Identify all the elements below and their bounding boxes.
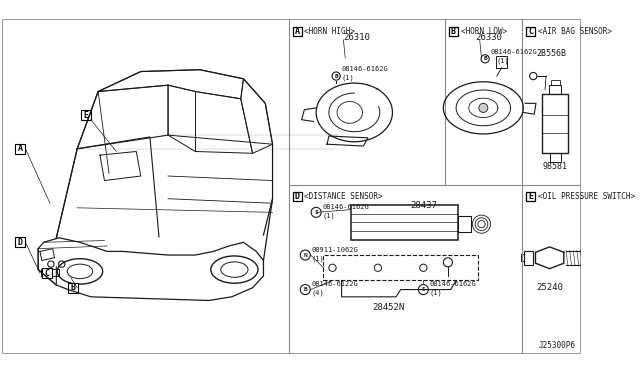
Circle shape xyxy=(311,207,321,217)
Text: D: D xyxy=(294,192,300,201)
Text: B: B xyxy=(303,287,307,292)
Text: 28452N: 28452N xyxy=(372,303,405,312)
Text: (4): (4) xyxy=(312,290,324,296)
Text: <DISTANCE SENSOR>: <DISTANCE SENSOR> xyxy=(305,192,383,201)
Text: J25300P6: J25300P6 xyxy=(539,341,576,350)
Circle shape xyxy=(332,72,340,80)
Text: 26330: 26330 xyxy=(476,32,502,42)
Text: 08146-6162G: 08146-6162G xyxy=(491,48,538,55)
Bar xyxy=(68,283,77,293)
Text: C: C xyxy=(528,27,533,36)
Bar xyxy=(550,153,561,163)
Circle shape xyxy=(300,285,310,295)
Bar xyxy=(15,237,25,247)
Text: C: C xyxy=(45,269,50,278)
Text: B: B xyxy=(451,27,456,36)
Text: 28437: 28437 xyxy=(410,201,436,209)
Text: B: B xyxy=(483,56,487,61)
Text: S: S xyxy=(422,287,425,292)
Circle shape xyxy=(419,285,428,295)
Text: B: B xyxy=(334,74,338,78)
Text: 08146-6162G: 08146-6162G xyxy=(342,66,388,72)
Bar xyxy=(351,205,458,240)
Text: B: B xyxy=(70,283,75,292)
Text: 08146-6122G: 08146-6122G xyxy=(312,281,358,287)
Text: 25240: 25240 xyxy=(536,283,563,292)
Text: 98581: 98581 xyxy=(543,163,568,171)
Text: E: E xyxy=(84,110,89,120)
Bar xyxy=(323,255,478,280)
Bar xyxy=(81,110,92,120)
Text: 08146-6162G: 08146-6162G xyxy=(323,204,369,210)
Bar xyxy=(526,192,535,202)
Text: <OIL PRESSURE SWITCH>: <OIL PRESSURE SWITCH> xyxy=(538,192,635,201)
Text: A: A xyxy=(17,144,22,153)
Circle shape xyxy=(481,55,489,63)
Circle shape xyxy=(300,250,310,260)
Text: (1): (1) xyxy=(496,57,509,64)
Text: (1): (1) xyxy=(312,256,324,262)
Bar xyxy=(548,85,561,94)
Text: (1): (1) xyxy=(323,213,335,219)
Text: N: N xyxy=(303,253,307,257)
Text: A: A xyxy=(294,27,300,36)
Text: D: D xyxy=(17,238,22,247)
Bar xyxy=(449,27,458,36)
Bar xyxy=(292,27,301,36)
Text: 08911-1062G: 08911-1062G xyxy=(312,247,358,253)
Bar xyxy=(41,269,59,276)
Text: S: S xyxy=(314,210,318,215)
Circle shape xyxy=(479,103,488,112)
Text: 26310: 26310 xyxy=(344,32,371,42)
Bar xyxy=(550,80,559,85)
Bar xyxy=(42,268,52,278)
Bar xyxy=(520,254,524,262)
Bar xyxy=(458,216,470,232)
Bar xyxy=(526,27,535,36)
Bar xyxy=(292,192,301,202)
Text: <HORN HIGH>: <HORN HIGH> xyxy=(305,27,355,36)
Bar xyxy=(524,250,533,265)
Bar xyxy=(542,94,568,153)
Text: 2B556B: 2B556B xyxy=(536,49,566,58)
Text: <AIR BAG SENSOR>: <AIR BAG SENSOR> xyxy=(538,27,612,36)
Text: (1): (1) xyxy=(342,75,355,81)
Bar xyxy=(15,144,25,154)
Text: 08146-6162G: 08146-6162G xyxy=(429,281,476,287)
Text: E: E xyxy=(528,192,533,201)
Text: (1): (1) xyxy=(429,290,442,296)
Text: <HORN LOW>: <HORN LOW> xyxy=(461,27,507,36)
